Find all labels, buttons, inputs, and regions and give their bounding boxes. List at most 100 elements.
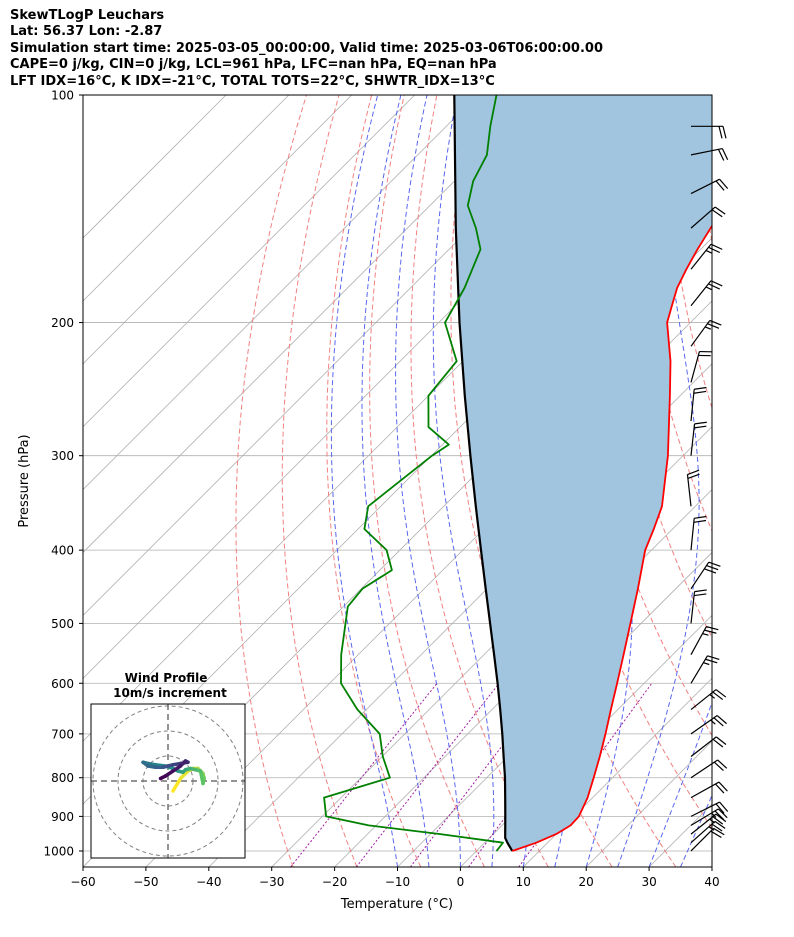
barb-feather [694,425,707,429]
dry-adiabat [763,95,794,867]
dry-adiabat [730,95,794,867]
barb-staff [690,147,723,156]
instability-shading [454,95,712,851]
barb-feather [708,561,721,567]
x-tick-label: 10 [516,875,531,889]
barb-feather [721,148,729,161]
barb-feather [707,323,720,329]
barb-staff [690,820,716,844]
barb-feather [693,519,707,523]
wind-barb [690,827,725,852]
wind-barb [690,589,707,624]
wind-barb [690,759,728,779]
y-tick-label: 300 [51,449,74,463]
wind-barb [690,178,729,195]
barb-feather [712,816,724,825]
mixing-ratio-line [290,682,438,867]
barb-half-feather [703,662,710,666]
barb-feather [708,246,720,254]
barb-feather [713,761,724,771]
barb-staff [690,715,718,735]
moist-adiabat [680,794,712,867]
barb-feather [694,386,707,390]
barb-feather [704,568,717,574]
wind-barb [691,125,727,139]
hodograph-content [91,704,245,858]
barb-feather [719,801,729,812]
barb-feather [718,808,728,819]
dry-adiabat [326,95,422,867]
cape-params-line: CAPE=0 j/kg, CIN=0 j/kg, LCL=961 hPa, LF… [10,57,497,73]
barb-staff [690,561,710,590]
hodograph-segment [158,774,168,781]
mixing-ratio-line [355,682,500,867]
x-tick-label: −60 [70,875,95,889]
barb-feather [711,209,723,218]
barb-feather [714,810,725,821]
hodograph-title: Wind Profile [125,671,208,685]
wind-barb [686,469,700,507]
hodograph-ring [117,730,219,832]
barb-staff [690,781,720,799]
x-tick-label: −10 [385,875,410,889]
isotherm-line [711,866,712,867]
barb-feather [715,803,725,814]
time-line: Simulation start time: 2025-03-05_00:00:… [10,40,603,56]
barb-half-feather [704,326,712,330]
location-line: Lat: 56.37 Lon: -2.87 [10,24,163,40]
wind-barbs [686,125,729,852]
wind-barb [690,655,720,684]
barb-feather [712,691,724,701]
barb-staff [690,759,718,779]
barb-staff [690,626,707,655]
x-tick-label: −50 [133,875,158,889]
barb-feather [687,473,700,480]
barb-staff [690,591,696,624]
barb-half-feather [710,719,716,725]
moist-adiabat [330,95,398,867]
hodograph-frame [90,703,246,859]
isotherm-line [83,95,478,491]
y-tick-label: 1000 [43,844,74,858]
barb-feather [714,820,726,829]
isotherm-line [83,95,415,428]
isotherm-line [83,95,353,365]
barb-feather [715,180,725,191]
barb-feather [694,421,707,425]
barb-feather [710,243,723,250]
barb-feather [707,655,720,661]
plot-axes: −60 −50 −40 −30 −20 −10 0 10 20 30 40 1000 900 800 700… [43,89,719,890]
barb-feather [715,783,725,794]
moist-adiabat [395,95,461,867]
figure-title: SkewTLogP Leuchars [10,8,165,23]
barb-feather [719,178,729,190]
wind-barb [690,421,707,456]
hodograph-inset: Wind Profile 10m/s increment [90,671,246,859]
barb-staff [690,206,716,229]
barb-staff [690,801,720,817]
barb-staff [690,351,700,383]
barb-feather [712,738,724,748]
wind-barb [690,206,726,229]
hodograph-segment [198,769,205,786]
hodograph-segment [178,769,190,781]
x-tick-label: −30 [259,875,284,889]
dry-adiabat [450,95,613,867]
barb-feather [715,813,727,823]
barb-half-feather [705,249,712,254]
hodograph-subtitle: 10m/s increment [113,686,227,700]
barb-staff [690,280,712,307]
barb-feather [708,283,720,290]
moist-adiabat [648,701,712,867]
x-axis-label: Temperature (°C) [340,897,453,912]
wind-barb [690,626,719,655]
barb-feather [715,736,727,745]
x-tick-label: −20 [322,875,347,889]
dry-adiabat [369,95,485,867]
isotherm-line [334,489,712,867]
barb-feather [718,126,723,139]
hodograph-segment [171,776,183,793]
y-tick-label: 500 [51,617,74,631]
barb-feather [694,593,707,597]
barb-feather [715,689,727,698]
